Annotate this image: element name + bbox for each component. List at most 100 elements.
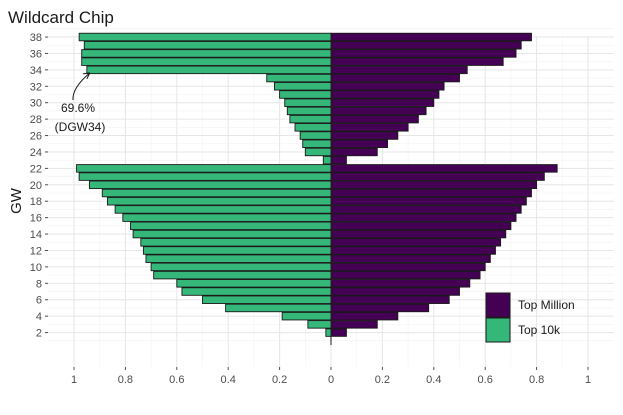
bar-top-10k-gw-6 [202,295,332,304]
bar-top-10k-gw-11 [145,254,332,263]
annotation-gw: (DGW34) [55,120,106,134]
y-tick-label: 16 [30,213,42,225]
legend-swatch-top-10k [485,317,511,343]
y-tick-label: 10 [30,262,42,274]
y-tick-label: 20 [30,180,42,192]
bar-top-10k-gw-35 [81,57,332,66]
bar-top-million-gw-21 [330,172,545,181]
y-tick-label: 26 [30,131,42,143]
bar-top-10k-gw-3 [307,320,332,329]
bar-top-million-gw-19 [330,188,532,198]
bars [76,32,558,346]
bar-top-million-gw-11 [330,254,491,263]
y-tick-label: 4 [36,311,42,323]
bar-top-million-gw-4 [330,311,399,321]
bar-top-million-gw-34 [330,65,468,75]
bar-top-10k-gw-36 [81,49,332,58]
bar-top-10k-gw-16 [122,213,332,222]
bar-top-10k-gw-38 [78,32,332,42]
y-tick-label: 30 [30,98,42,110]
annotation-arrowhead [82,72,91,80]
bar-top-million-gw-13 [330,238,502,247]
y-tick-label: 6 [36,295,42,307]
bar-top-million-gw-38 [330,32,532,42]
y-tick-label: 2 [36,328,42,340]
bar-top-million-gw-3 [330,320,378,329]
bar-top-10k-gw-22 [76,164,332,173]
bar-top-million-gw-24 [330,147,378,157]
x-tick-label: 0 [328,374,334,386]
bar-top-10k-gw-29 [286,106,332,116]
y-axis-label: GW [8,187,25,214]
bar-top-10k-gw-4 [281,311,332,321]
x-tick-label: 0.2 [375,374,390,386]
bar-top-10k-gw-5 [225,303,332,313]
bar-top-million-gw-23 [330,155,347,165]
bar-top-10k-gw-2 [325,328,332,337]
annotation-value: 69.6% [61,101,95,115]
bar-top-million-gw-7 [330,287,460,296]
bar-top-10k-gw-17 [114,205,332,214]
bar-top-million-gw-35 [330,57,504,66]
x-tick-label: 0.8 [118,374,133,386]
bar-top-million-gw-9 [330,270,481,280]
x-tick-label: 0.6 [478,374,493,386]
bar-top-million-gw-26 [330,131,399,140]
bar-top-million-gw-25 [330,139,388,148]
bar-top-10k-gw-18 [106,196,332,206]
bar-top-million-gw-31 [330,90,440,99]
bar-top-million-gw-29 [330,106,427,116]
x-tick-label: 0.6 [169,374,184,386]
legend: Top Million Top 10k [485,292,575,343]
bar-top-10k-gw-12 [142,246,332,255]
bar-top-million-gw-8 [330,279,471,288]
chart-title: Wildcard Chip [8,8,114,27]
bar-top-10k-gw-30 [284,98,332,107]
y-tick-label: 24 [30,147,42,159]
bar-top-10k-gw-28 [289,114,332,124]
x-tick-label: 1 [585,374,591,386]
x-tick-label: 0.4 [221,374,236,386]
bar-top-10k-gw-20 [88,180,332,190]
bar-top-10k-gw-8 [176,279,332,288]
bar-top-million-gw-16 [330,213,517,222]
y-tick-label: 34 [30,65,42,77]
bar-top-million-gw-18 [330,196,527,206]
x-tick-label: 0.8 [529,374,544,386]
bar-top-million-gw-30 [330,98,435,107]
annotation-arrow [72,72,91,101]
y-tick-label: 22 [30,163,42,175]
x-tick-label: 0.2 [272,374,287,386]
bar-top-million-gw-20 [330,180,538,190]
bar-top-10k-gw-32 [274,82,332,91]
bar-top-10k-gw-9 [153,270,332,280]
bar-top-10k-gw-26 [299,131,332,140]
bar-top-million-gw-37 [330,41,522,50]
y-tick-label: 14 [30,229,42,241]
y-tick-label: 36 [30,48,42,60]
x-tick-label: 0.4 [426,374,441,386]
y-tick-label: 12 [30,245,42,257]
bar-top-10k-gw-14 [132,229,332,239]
bar-top-million-gw-15 [330,221,512,231]
y-tick-label: 28 [30,114,42,126]
bar-top-10k-gw-25 [302,139,332,148]
y-tick-label: 32 [30,81,42,93]
bar-top-million-gw-17 [330,205,522,214]
legend-label-top-million: Top Million [518,298,575,312]
bar-top-10k-gw-34 [86,65,332,75]
bar-top-10k-gw-23 [322,155,332,165]
bar-top-million-gw-14 [330,229,507,239]
bar-top-million-gw-5 [330,303,430,313]
bar-top-10k-gw-13 [140,238,332,247]
bar-top-million-gw-33 [330,73,460,83]
bar-top-10k-gw-19 [101,188,332,198]
bar-top-10k-gw-33 [266,73,332,83]
bar-top-10k-gw-21 [78,172,332,181]
y-tick-label: 38 [30,32,42,44]
axis-ticks: 1 0.8 0.6 0.4 0.2 0 0.2 0.4 0.6 0.8 12468101214161… [30,32,591,386]
legend-label-top-10k: Top 10k [518,323,561,337]
bar-top-million-gw-12 [330,246,496,255]
y-tick-label: 8 [36,278,42,290]
